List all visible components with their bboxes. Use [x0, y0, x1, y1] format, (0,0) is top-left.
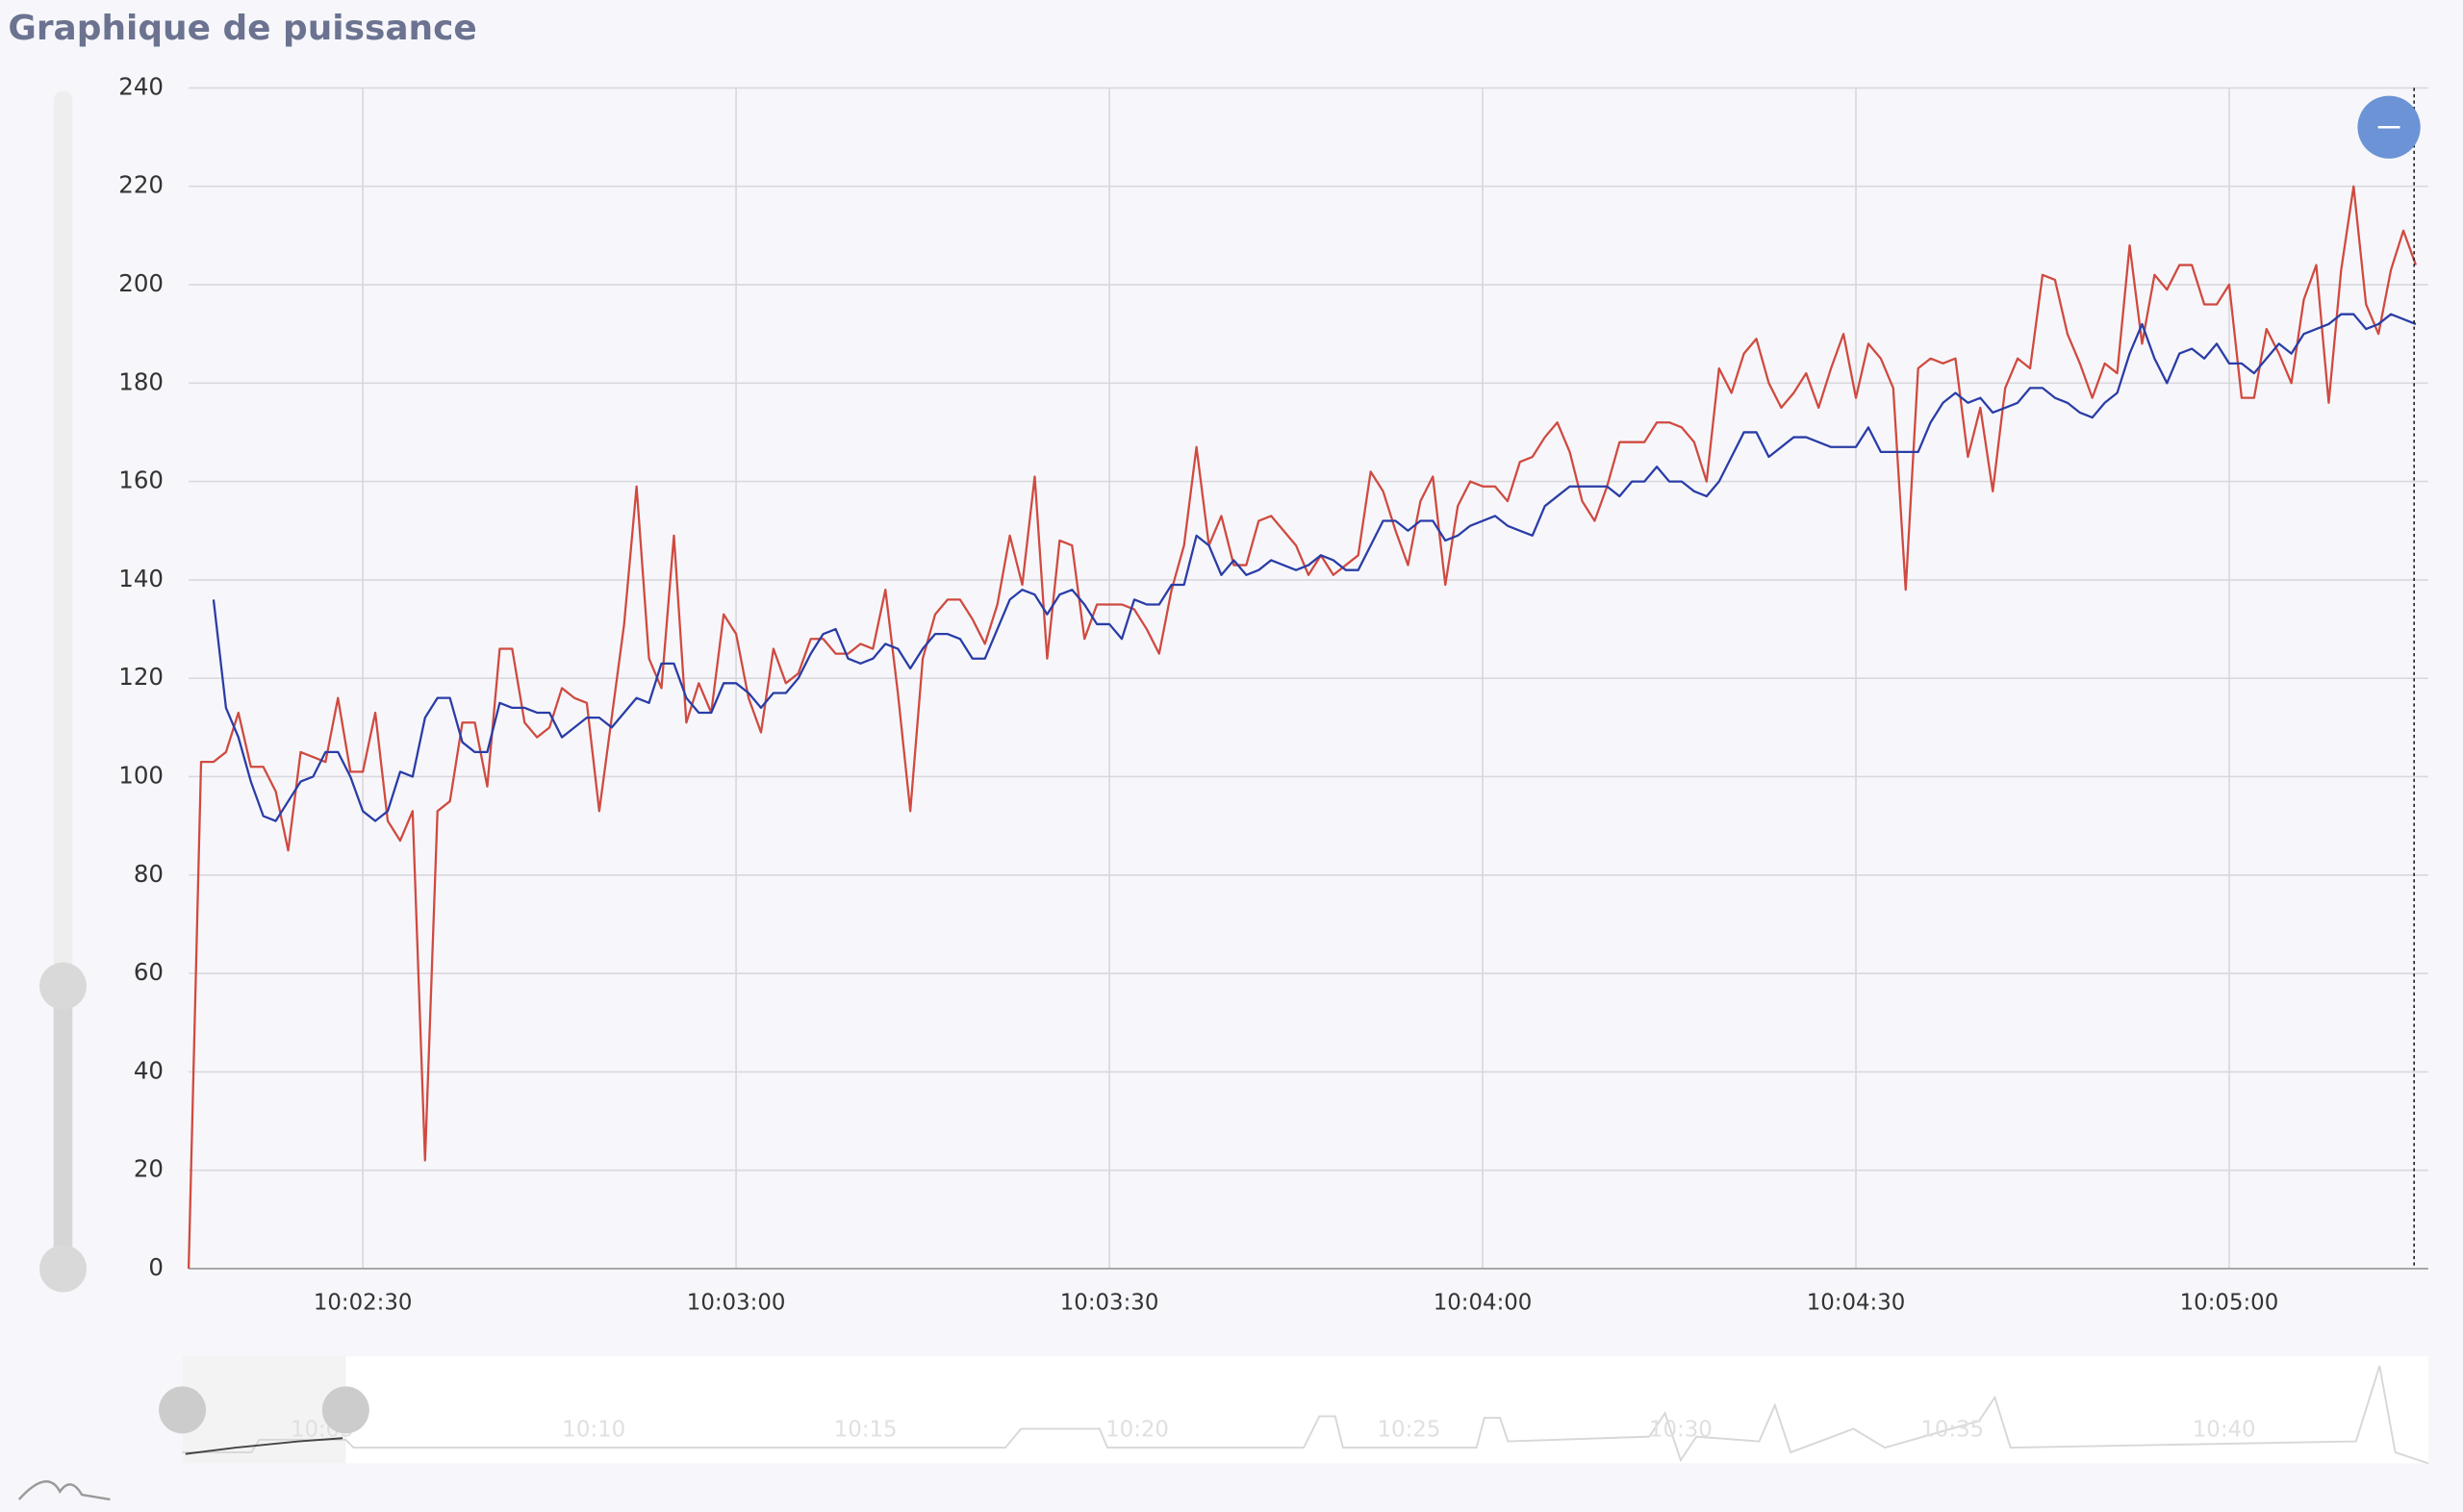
x-zoom-handle[interactable] — [159, 1386, 207, 1434]
y-tick-label: 240 — [118, 72, 164, 100]
y-tick-label: 0 — [148, 1253, 164, 1281]
y-tick-label: 200 — [118, 269, 164, 297]
x-tick-label: 10:05:00 — [2180, 1290, 2279, 1315]
zoom-label: 10:15 — [834, 1418, 898, 1443]
zoom-label: 10:35 — [1920, 1418, 1984, 1443]
x-zoom-range[interactable] — [182, 1356, 346, 1464]
zoom-label: 10:40 — [2193, 1418, 2256, 1443]
y-zoom-handle[interactable] — [39, 962, 87, 1010]
y-tick-label: 40 — [134, 1056, 164, 1084]
y-tick-label: 220 — [118, 171, 164, 199]
y-tick-label: 100 — [118, 761, 164, 789]
y-tick-label: 60 — [134, 958, 164, 986]
x-tick-label: 10:04:00 — [1434, 1290, 1533, 1315]
series-line — [187, 185, 2418, 1270]
x-tick-label: 10:03:00 — [687, 1290, 786, 1315]
zoom-label: 10:30 — [1649, 1418, 1713, 1443]
y-tick-label: 180 — [118, 367, 164, 395]
y-tick-label: 140 — [118, 565, 164, 592]
y-tick-label: 20 — [134, 1155, 164, 1183]
zoom-label: 10:25 — [1378, 1418, 1441, 1443]
chart-title: Graphique de puissance — [8, 9, 476, 48]
overview-icon[interactable] — [17, 1480, 111, 1501]
zoom-label: 10:20 — [1105, 1418, 1169, 1443]
x-tick-label: 10:03:30 — [1060, 1290, 1159, 1315]
y-tick-label: 80 — [134, 860, 164, 888]
x-tick-label: 10:02:30 — [314, 1290, 413, 1315]
overview-selected — [185, 1437, 343, 1455]
x-zoom-handle[interactable] — [321, 1386, 369, 1434]
y-zoom-handle[interactable] — [39, 1245, 87, 1293]
zoom-label: 10:10 — [562, 1418, 625, 1443]
overview-line — [182, 1365, 2429, 1465]
y-zoom-range[interactable] — [53, 986, 73, 1269]
series-line — [212, 313, 2417, 822]
x-tick-label: 10:04:30 — [1807, 1290, 1906, 1315]
y-tick-label: 160 — [118, 466, 164, 494]
y-tick-label: 120 — [118, 663, 164, 691]
